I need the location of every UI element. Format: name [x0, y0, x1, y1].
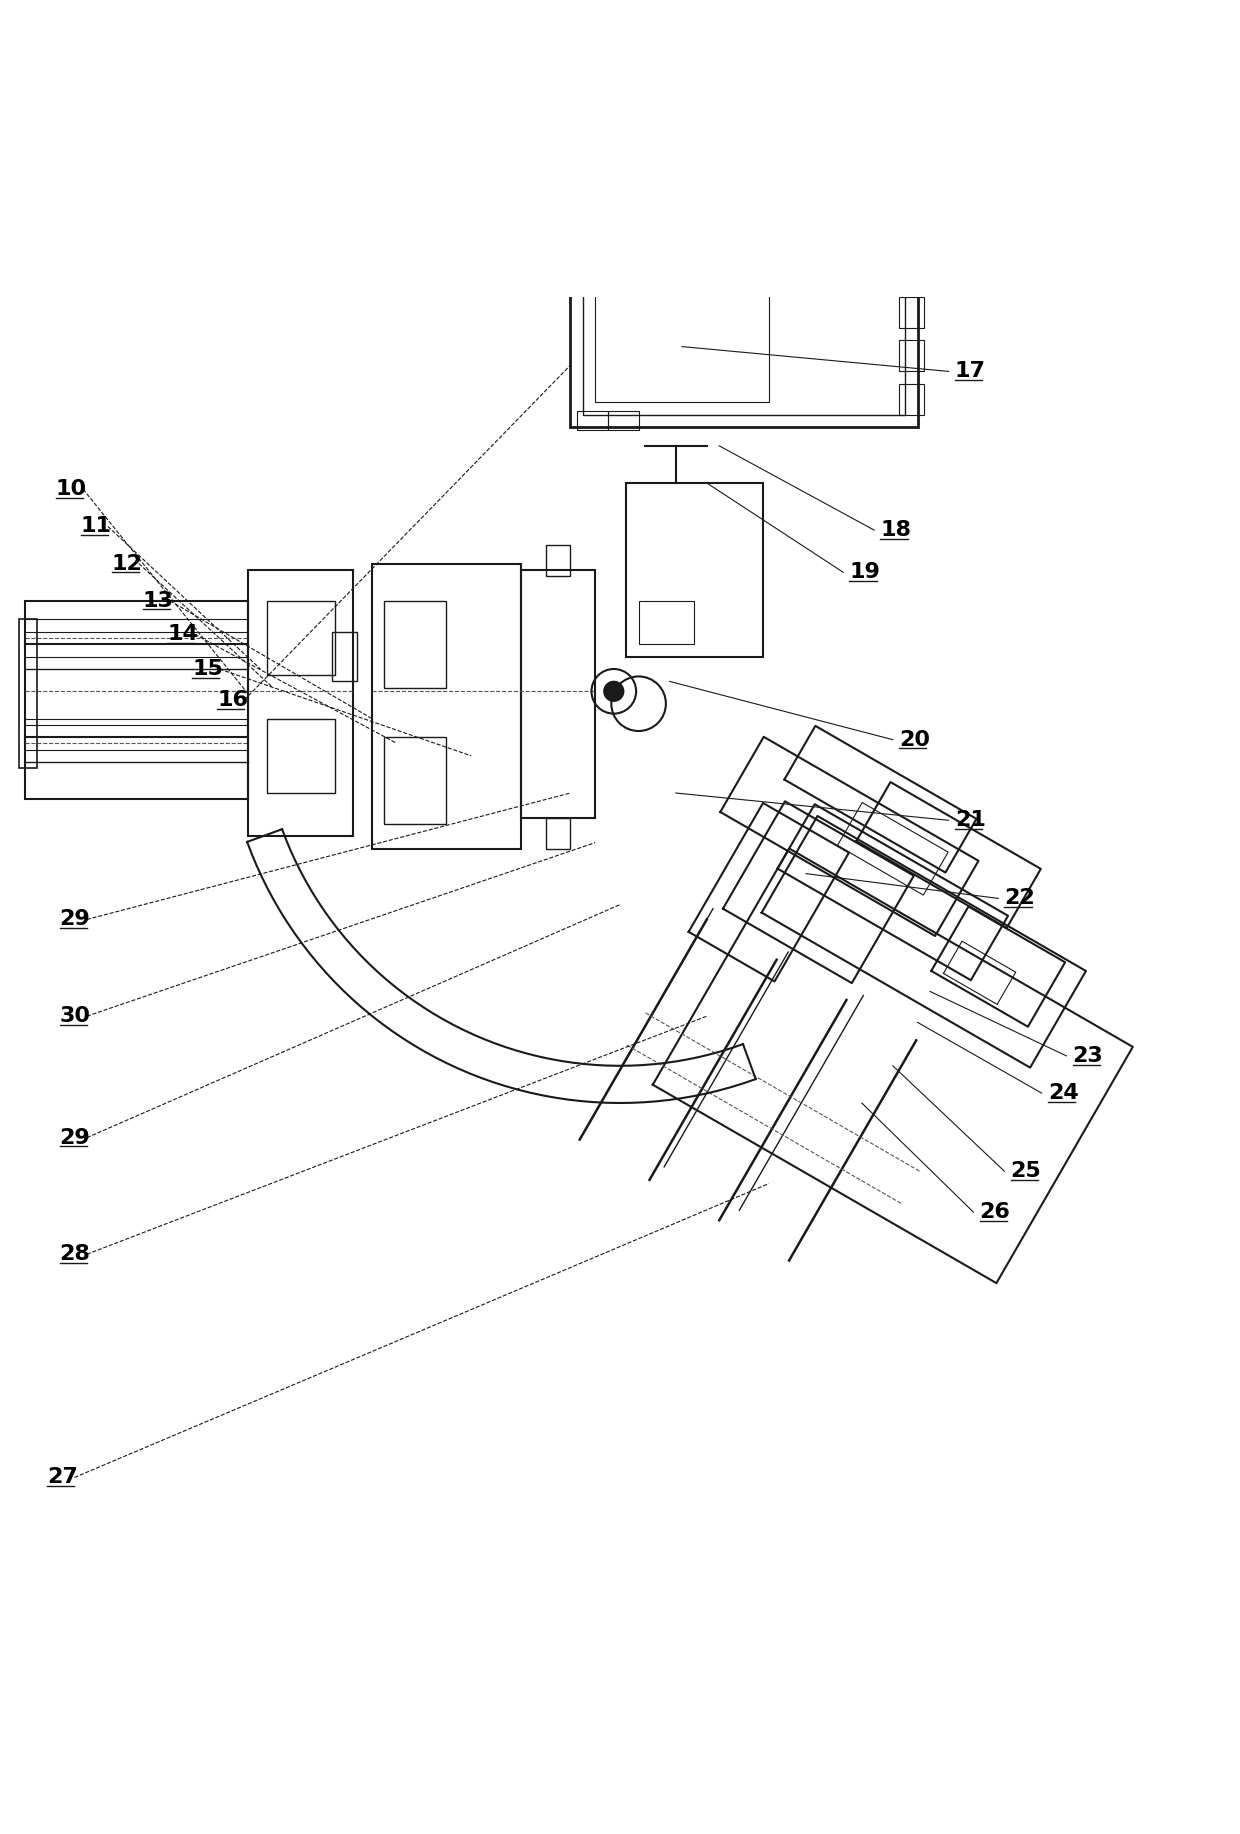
Bar — [546, 545, 570, 576]
Text: 26: 26 — [980, 1201, 1011, 1221]
Text: 29: 29 — [60, 1128, 91, 1148]
Bar — [899, 383, 924, 414]
Bar — [384, 602, 446, 688]
Bar — [332, 631, 357, 682]
Bar — [248, 570, 353, 836]
Text: 24: 24 — [1048, 1084, 1079, 1102]
Text: 23: 23 — [1073, 1045, 1104, 1066]
Text: 27: 27 — [47, 1467, 78, 1487]
Text: 12: 12 — [112, 554, 143, 574]
Text: 29: 29 — [60, 910, 91, 930]
Text: 25: 25 — [1011, 1161, 1042, 1181]
Text: 13: 13 — [143, 591, 174, 611]
Bar — [25, 602, 248, 800]
Text: 22: 22 — [1004, 888, 1035, 908]
Bar — [570, 191, 918, 427]
Bar — [384, 737, 446, 823]
Bar — [267, 719, 335, 792]
Text: 18: 18 — [880, 521, 911, 541]
Text: 15: 15 — [192, 658, 223, 679]
Bar — [899, 297, 924, 328]
Bar — [639, 602, 694, 644]
Text: 19: 19 — [849, 563, 880, 581]
Bar — [577, 411, 608, 429]
Bar — [899, 341, 924, 372]
Text: 30: 30 — [60, 1007, 91, 1027]
Bar — [608, 411, 639, 429]
Circle shape — [604, 682, 624, 701]
Bar — [521, 570, 595, 818]
Text: 17: 17 — [955, 361, 986, 381]
Bar — [626, 482, 763, 657]
Text: 21: 21 — [955, 811, 986, 831]
Bar — [583, 204, 905, 414]
Bar — [595, 253, 769, 402]
Text: 11: 11 — [81, 517, 112, 536]
Text: 16: 16 — [217, 690, 248, 710]
Text: 20: 20 — [899, 730, 930, 750]
Bar — [372, 563, 521, 849]
Text: 14: 14 — [167, 624, 198, 644]
Text: 10: 10 — [56, 479, 87, 499]
Bar — [267, 602, 335, 675]
Text: 28: 28 — [60, 1243, 91, 1264]
Bar — [19, 620, 37, 768]
Bar — [546, 818, 570, 849]
